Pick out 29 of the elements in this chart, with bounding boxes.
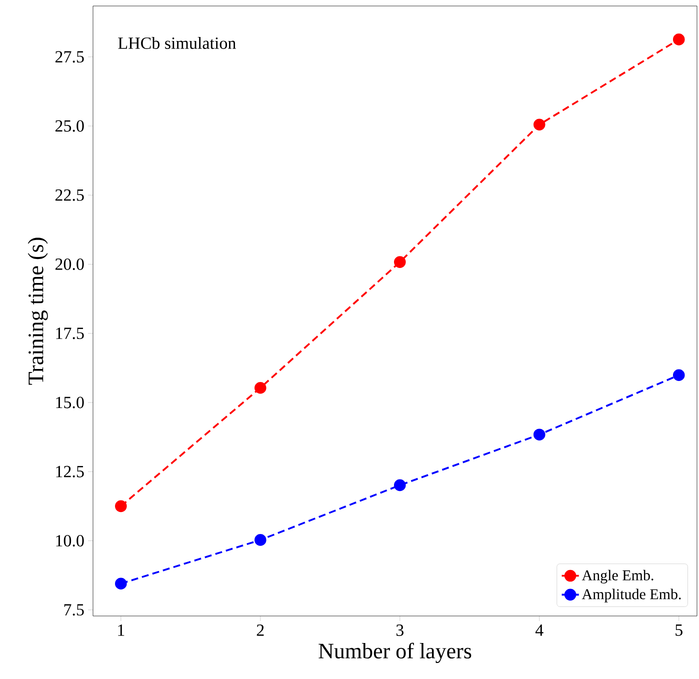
- point: [115, 500, 127, 512]
- x-axis-title: Number of layers: [318, 642, 472, 664]
- y-tick-label: 10.0: [56, 535, 84, 547]
- point: [533, 118, 546, 131]
- point: [394, 256, 406, 268]
- legend-label: Angle Emb.: [582, 570, 654, 584]
- x-tick-label: 4: [535, 624, 544, 636]
- y-tick-label: 7.5: [64, 604, 84, 616]
- point: [254, 534, 266, 546]
- legend-label: Amplitude Emb.: [582, 588, 681, 602]
- x-tick-label: 1: [118, 624, 124, 636]
- x-tick-label: 2: [256, 624, 264, 636]
- y-tick-label: 12.5: [56, 466, 84, 478]
- y-axis-title: Training time (s): [28, 238, 48, 385]
- y-tick-label: 27.5: [55, 51, 84, 63]
- x-tick-label: 5: [676, 624, 682, 636]
- point: [254, 382, 266, 394]
- point: [394, 479, 406, 492]
- point: [672, 369, 685, 382]
- y-tick-label: 20.0: [55, 258, 84, 270]
- point: [115, 578, 127, 590]
- x-tick-label: 3: [396, 624, 404, 636]
- point: [533, 428, 546, 440]
- y-tick-label: 15.0: [56, 396, 84, 408]
- y-tick-label: 22.5: [55, 189, 84, 201]
- y-tick-label: 25.0: [55, 120, 84, 132]
- point: [672, 34, 685, 46]
- y-tick-label: 17.5: [56, 328, 84, 340]
- annotation: LHCb simulation: [118, 36, 236, 49]
